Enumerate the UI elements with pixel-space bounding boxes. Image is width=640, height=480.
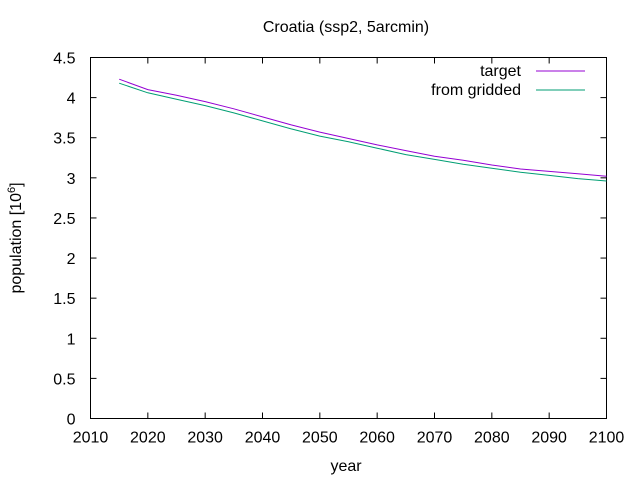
y-tick-label: 0.5 <box>53 371 75 388</box>
x-tick-label: 2070 <box>417 430 453 447</box>
legend-label-from-gridded: from gridded <box>431 82 521 99</box>
y-tick-label: 4.5 <box>53 51 75 68</box>
legend-label-target: target <box>480 63 521 80</box>
x-tick-label: 2010 <box>73 430 109 447</box>
y-tick-label: 4 <box>67 91 76 108</box>
x-tick-label: 2030 <box>187 430 223 447</box>
y-tick-label: 1.5 <box>53 291 75 308</box>
y-tick-label: 3 <box>67 171 76 188</box>
axis-ticks: 2010 2020 2030 2040 2050 2060 2070 2080 2090 2100… <box>53 51 624 447</box>
y-tick-label: 0 <box>67 412 76 429</box>
y-tick-label: 1 <box>67 331 76 348</box>
y-tick-label: 2 <box>67 251 76 268</box>
x-tick-label: 2080 <box>474 430 510 447</box>
y-axis-label-main: population [10 <box>8 193 25 294</box>
series-lines <box>119 78 607 182</box>
legend: target from gridded <box>431 63 585 99</box>
x-tick-label: 2060 <box>359 430 395 447</box>
series-line-target <box>119 78 607 177</box>
plot-frame <box>90 57 607 419</box>
y-axis-label-exponent: 6 <box>6 187 18 193</box>
x-tick-label: 2020 <box>130 430 166 447</box>
x-axis-label: year <box>330 458 362 475</box>
y-axis-label: population [106] <box>6 182 25 293</box>
series-line-from-gridded <box>119 82 607 182</box>
x-tick-label: 2100 <box>589 430 625 447</box>
y-tick-label: 2.5 <box>53 211 75 228</box>
chart-title: Croatia (ssp2, 5arcmin) <box>263 19 429 36</box>
x-tick-label: 2090 <box>531 430 567 447</box>
y-axis-label-close: ] <box>8 182 25 186</box>
x-tick-label: 2040 <box>245 430 281 447</box>
x-tick-label: 2050 <box>302 430 338 447</box>
y-tick-label: 3.5 <box>53 131 75 148</box>
